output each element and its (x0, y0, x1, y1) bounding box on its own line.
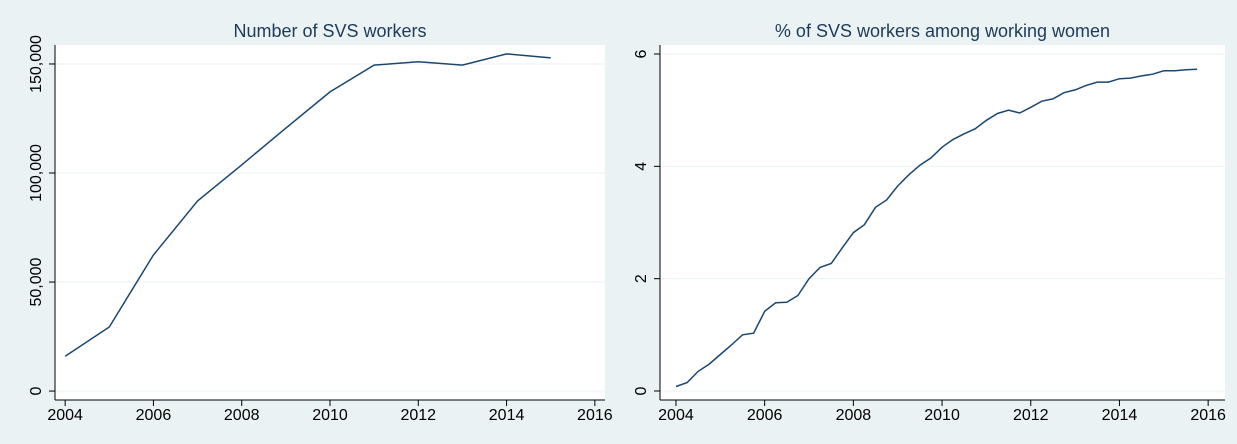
y-tick-label: 100,000 (28, 144, 45, 202)
y-tick-label: 50,000 (28, 257, 45, 306)
x-tick-label: 2008 (836, 407, 872, 424)
plot-area (660, 45, 1225, 400)
x-tick-label: 2016 (577, 407, 613, 424)
y-tick-label: 0 (28, 387, 45, 396)
x-tick-label: 2006 (136, 407, 172, 424)
x-tick-label: 2010 (924, 407, 960, 424)
y-tick-label: 2 (633, 274, 650, 283)
x-tick-label: 2006 (747, 407, 783, 424)
y-tick-label: 6 (633, 49, 650, 58)
x-tick-label: 2014 (1102, 407, 1138, 424)
x-tick-label: 2008 (224, 407, 260, 424)
data-line (64, 53, 551, 357)
chart-title: Number of SVS workers (233, 21, 426, 41)
x-tick-label: 2014 (489, 407, 525, 424)
x-tick-label: 2012 (1013, 407, 1049, 424)
x-tick-label: 2004 (47, 407, 83, 424)
plot-area (55, 45, 605, 400)
y-tick-label: 150,000 (28, 35, 45, 93)
x-tick-label: 2010 (312, 407, 348, 424)
x-tick-label: 2004 (658, 407, 694, 424)
data-line (675, 68, 1198, 388)
chart-title: % of SVS workers among working women (775, 21, 1110, 41)
y-tick-label: 4 (633, 162, 650, 171)
x-tick-label: 2012 (400, 407, 436, 424)
y-tick-label: 0 (633, 386, 650, 395)
x-tick-label: 2016 (1190, 407, 1226, 424)
